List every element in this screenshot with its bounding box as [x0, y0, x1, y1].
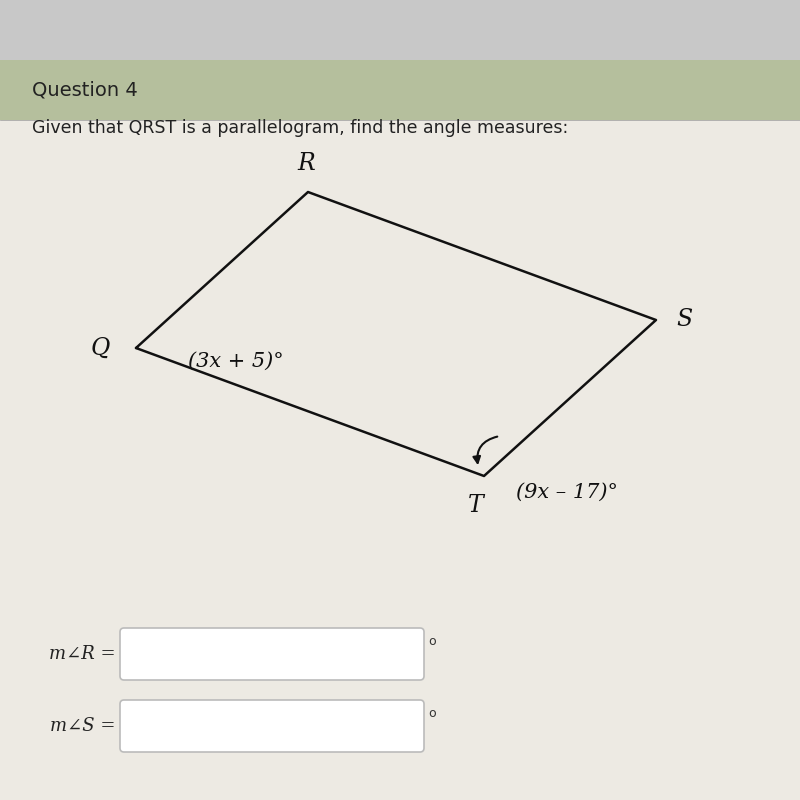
Text: S: S	[676, 309, 692, 331]
Text: m∠R =: m∠R =	[50, 645, 116, 663]
Text: Given that QRST is a parallelogram, find the angle measures:: Given that QRST is a parallelogram, find…	[32, 119, 568, 137]
Bar	[0, 0, 800, 60]
Bar	[0, 60, 800, 120]
Text: T: T	[468, 494, 484, 517]
FancyBboxPatch shape	[120, 700, 424, 752]
Text: Question 4: Question 4	[32, 81, 138, 99]
Text: m∠S =: m∠S =	[50, 717, 116, 735]
Text: Q: Q	[90, 337, 110, 359]
Text: R: R	[298, 153, 315, 175]
Text: (9x – 17)°: (9x – 17)°	[516, 482, 618, 502]
Text: o: o	[428, 635, 436, 648]
Text: o: o	[428, 707, 436, 720]
FancyBboxPatch shape	[120, 628, 424, 680]
Text: (3x + 5)°: (3x + 5)°	[188, 352, 284, 371]
